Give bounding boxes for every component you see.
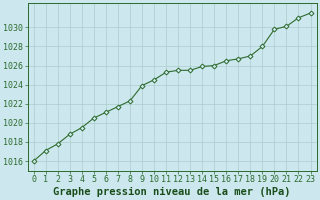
X-axis label: Graphe pression niveau de la mer (hPa): Graphe pression niveau de la mer (hPa) (53, 186, 291, 197)
